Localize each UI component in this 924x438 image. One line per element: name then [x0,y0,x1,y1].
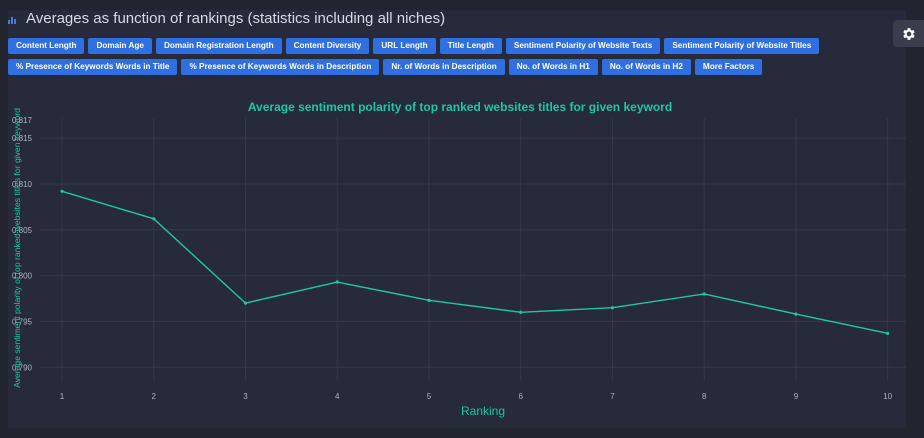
data-point [610,306,615,310]
data-point [702,292,706,296]
gear-icon [902,27,915,40]
domain-age-button[interactable]: Domain Age [88,38,152,54]
x-tick-label: 7 [610,392,615,401]
data-point [60,189,64,193]
no-of-words-in-h2-button[interactable]: No. of Words in H2 [601,59,691,75]
y-tick-label: 0.805 [12,226,33,235]
factor-buttons: Content Length Domain Age Domain Registrat… [8,38,868,80]
data-point [519,310,523,314]
chart-panel [8,10,906,428]
x-tick-label: 5 [427,392,432,401]
settings-button[interactable] [893,20,924,47]
y-tick-label: 0.800 [12,272,33,281]
series-line [61,190,888,335]
data-point [335,280,339,284]
presence-of-keywords-words-in-title-button[interactable]: % Presence of Keywords Words in Title [8,59,178,75]
no-of-words-in-h1-button[interactable]: No. of Words in H1 [508,59,598,75]
chart-title: Average sentiment polarity of top ranked… [248,100,672,114]
title-length-button[interactable]: Title Length [439,38,502,54]
data-point [886,331,890,335]
presence-of-keywords-words-in-description-button[interactable]: % Presence of Keywords Words in Descript… [181,59,380,75]
y-tick-label: 0.795 [12,317,33,326]
factor-buttons-row-1: Content Length Domain Age Domain Registrat… [8,38,868,54]
x-tick-label: 9 [794,392,799,401]
data-point [427,298,431,302]
y-axis-label: Average sentiment polarity of top ranked… [12,108,22,388]
x-tick-label: 1 [60,392,65,401]
x-tick-label: 2 [152,392,157,401]
content-length-button[interactable]: Content Length [8,38,85,54]
sentiment-polarity-of-website-texts-button[interactable]: Sentiment Polarity of Website Texts [505,38,661,54]
domain-registration-length-button[interactable]: Domain Registration Length [155,38,282,54]
x-tick-label: 10 [883,392,892,401]
x-tick-label: 3 [243,392,248,401]
factor-buttons-row-2: % Presence of Keywords Words in Title% P… [8,59,868,75]
x-axis-label: Ranking [461,404,505,418]
y-tick-label: 0.817 [12,116,33,125]
data-point [243,301,248,305]
data-point [794,312,798,316]
data-point [152,217,156,221]
x-tick-label: 8 [702,392,707,401]
panel-header: Averages as function of rankings (statis… [8,10,445,27]
page-title: Averages as function of rankings (statis… [26,10,446,27]
nr-of-words-in-description-button[interactable]: Nr. of Words in Description [383,59,505,75]
x-tick-label: 6 [518,392,523,401]
y-tick-label: 0.810 [12,180,33,189]
more-factors-button[interactable]: More Factors [694,59,763,75]
y-tick-label: 0.790 [12,363,33,372]
sentiment-polarity-of-website-titles-button[interactable]: Sentiment Polarity of Website Titles [664,38,820,54]
x-tick-label: 4 [335,392,340,401]
y-tick-label: 0.815 [12,134,33,143]
content-diversity-button[interactable]: Content Diversity [285,38,370,54]
bar-chart-icon [8,14,20,24]
url-length-button[interactable]: URL Length [373,38,436,54]
